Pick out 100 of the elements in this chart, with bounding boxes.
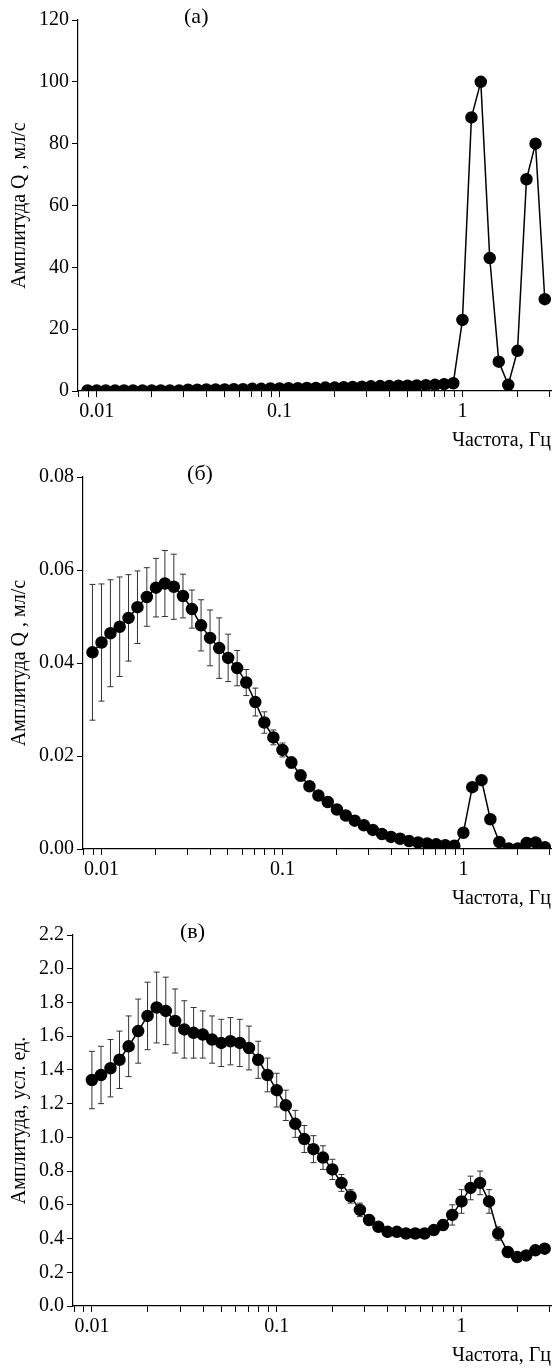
x-tick-label: 0.01 (84, 857, 120, 880)
y-tick-label: 0.2 (39, 1259, 64, 1282)
x-tick-label: 1 (458, 857, 469, 880)
point (298, 1132, 311, 1146)
y-tick-label: 0.06 (39, 557, 74, 580)
y-axis-title: Амплитуда, усл. ед. (7, 1036, 31, 1205)
point (86, 646, 99, 659)
chart-title: (в) (179, 917, 206, 943)
point (94, 1068, 108, 1082)
y-tick-label: 1.8 (39, 989, 64, 1012)
point (289, 1117, 302, 1131)
point (321, 795, 335, 809)
point (457, 826, 470, 839)
point (104, 626, 117, 640)
y-tick-label: 0.02 (39, 743, 74, 766)
point (270, 1083, 283, 1097)
point (122, 611, 135, 625)
point (176, 589, 190, 603)
y-tick-label: 120 (39, 7, 69, 30)
point (312, 789, 325, 802)
y-tick-label: 1.2 (39, 1090, 64, 1113)
point (372, 1220, 385, 1233)
x-axis-title: Частота, Гц (451, 886, 552, 910)
y-tick-label: 0.0 (39, 1293, 64, 1316)
y-axis-title: Амплитуда Q , мл/с (7, 579, 31, 747)
point (326, 1163, 339, 1176)
point (95, 636, 108, 649)
point (203, 631, 217, 645)
point (140, 590, 154, 604)
y-tick-label: 80 (49, 130, 69, 153)
x-tick-label: 1 (457, 399, 468, 422)
point (538, 1242, 551, 1255)
y-tick-label: 60 (49, 192, 69, 215)
point (167, 580, 181, 593)
point (348, 814, 362, 827)
x-axis-title: Частота, Гц (451, 1343, 552, 1367)
point (122, 1040, 135, 1053)
point (131, 600, 144, 614)
point (529, 137, 542, 150)
x-tick-label: 0.01 (79, 399, 115, 422)
point (501, 378, 515, 391)
y-axis-title: Амплитуда Q , мл/с (7, 122, 31, 289)
point (261, 1068, 274, 1082)
point (445, 1208, 459, 1222)
point (240, 676, 253, 689)
y-tick-label: 2.2 (39, 922, 64, 945)
point (249, 695, 262, 709)
point (473, 1176, 487, 1190)
point (221, 651, 235, 665)
point (212, 641, 226, 655)
point (474, 75, 488, 89)
point (104, 1061, 117, 1075)
point (427, 1223, 441, 1237)
y-tick-label: 0.00 (39, 836, 74, 859)
point (366, 823, 380, 837)
point (113, 620, 126, 633)
point (475, 773, 488, 787)
point (538, 292, 551, 306)
y-tick-label: 1.6 (39, 1023, 64, 1046)
point (185, 602, 199, 616)
point (455, 1195, 468, 1208)
point (511, 344, 524, 358)
x-tick-label: 1 (456, 1314, 467, 1337)
y-tick-label: 0.6 (39, 1192, 64, 1215)
x-tick-label: 0.1 (264, 1314, 290, 1337)
x-tick-label: 0.1 (267, 399, 293, 422)
point (465, 111, 478, 124)
point (258, 716, 271, 729)
point (316, 1151, 330, 1164)
point (194, 619, 208, 632)
point (230, 661, 244, 675)
point (307, 1142, 320, 1156)
chart-title: (а) (184, 2, 209, 28)
y-tick-label: 20 (49, 316, 69, 339)
point (519, 1249, 533, 1262)
point (196, 1028, 210, 1041)
point (501, 1245, 515, 1259)
point (242, 1041, 256, 1055)
point (492, 355, 506, 368)
y-tick-label: 0.04 (39, 650, 74, 673)
point (483, 251, 496, 265)
y-tick-label: 100 (39, 69, 69, 92)
point (456, 313, 469, 327)
point (466, 780, 479, 794)
point (85, 1073, 99, 1087)
point (131, 1024, 145, 1038)
point (233, 1036, 247, 1050)
point (303, 779, 316, 793)
y-tick-label: 1.0 (39, 1124, 64, 1147)
y-tick-label: 0.4 (39, 1225, 64, 1248)
x-tick-label: 0.01 (74, 1314, 110, 1337)
x-tick-label: 0.1 (269, 857, 295, 880)
point (464, 1181, 477, 1195)
y-tick-label: 0.08 (39, 464, 74, 487)
y-tick-label: 40 (49, 254, 69, 277)
y-tick-label: 1.4 (39, 1057, 64, 1080)
point (357, 819, 371, 832)
point (482, 1195, 496, 1208)
y-tick-label: 2.0 (39, 955, 64, 978)
point (520, 172, 533, 186)
